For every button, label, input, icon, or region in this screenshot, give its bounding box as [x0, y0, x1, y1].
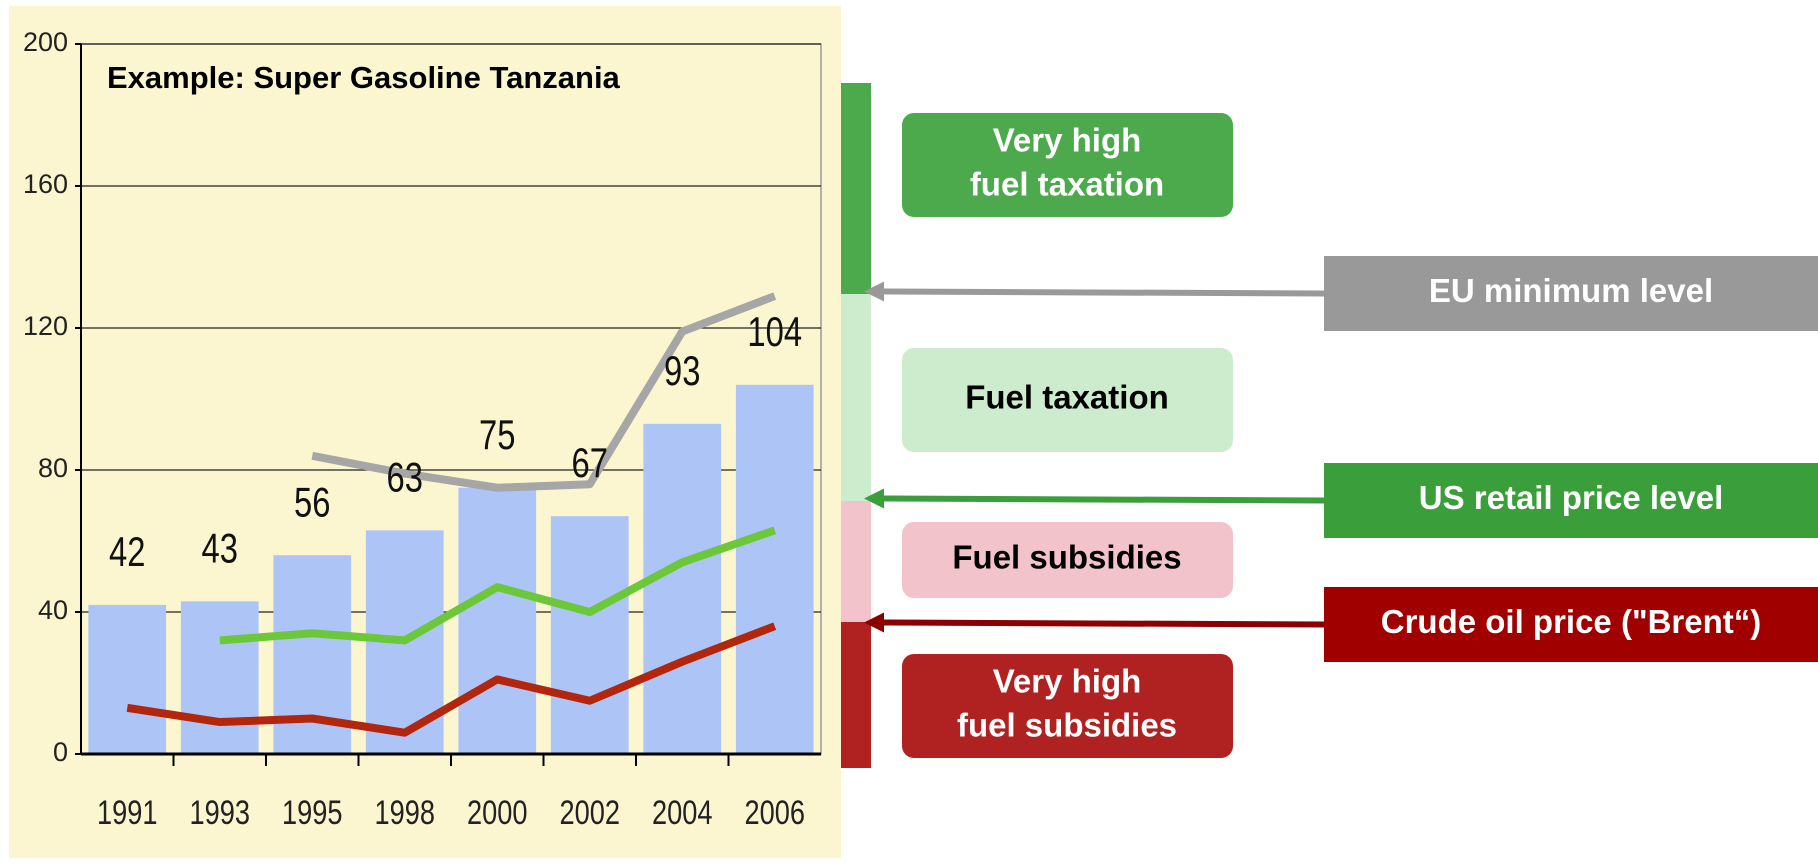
bar	[88, 604, 167, 754]
zone-band	[841, 501, 871, 622]
value-label: 43	[202, 525, 238, 572]
level-box	[1324, 463, 1818, 538]
value-label: 63	[387, 454, 423, 501]
y-tick-label: 80	[38, 453, 68, 483]
value-label: 67	[572, 439, 608, 486]
bar	[180, 601, 259, 754]
bar	[458, 487, 537, 754]
bar	[643, 423, 722, 754]
value-label: 75	[479, 411, 515, 458]
arrow-head	[864, 488, 884, 509]
x-tick-label: 2004	[652, 793, 712, 832]
legend-label: EU minimum level	[1429, 272, 1713, 309]
level-box	[1324, 256, 1818, 331]
zone-band	[841, 83, 871, 294]
zone-label: fuel taxation	[970, 166, 1164, 203]
legend-label: US retail price level	[1419, 479, 1724, 516]
zone-band	[841, 294, 871, 501]
x-tick-label: 1991	[97, 793, 157, 832]
level-box	[1324, 587, 1818, 662]
arrow-head	[864, 612, 884, 633]
zone-box	[902, 654, 1233, 758]
y-tick-label: 40	[38, 595, 68, 625]
zone-label: Very high	[993, 122, 1142, 159]
x-tick-label: 1995	[282, 793, 342, 832]
y-tick-label: 0	[53, 737, 68, 767]
line-series	[311, 292, 777, 492]
level-arrow	[879, 495, 1325, 504]
line-series	[219, 526, 777, 645]
y-tick-label: 200	[23, 27, 68, 57]
chart-title: Example: Super Gasoline Tanzania	[107, 60, 621, 95]
zone-box	[902, 522, 1233, 598]
zone-label: fuel subsidies	[957, 707, 1177, 744]
y-tick-label: 120	[23, 311, 68, 341]
x-tick-label: 2002	[560, 793, 620, 832]
bar	[735, 384, 814, 754]
arrow-head	[864, 281, 884, 302]
zone-label: Fuel taxation	[965, 379, 1169, 416]
bar	[550, 516, 629, 754]
value-label: 56	[294, 478, 330, 525]
level-arrow	[879, 619, 1325, 628]
line-series	[126, 622, 777, 737]
x-tick-label: 1993	[190, 793, 250, 832]
value-label: 42	[109, 528, 145, 575]
zone-band	[841, 622, 871, 768]
zone-box	[902, 113, 1233, 217]
zone-label: Fuel subsidies	[952, 539, 1181, 576]
value-label: 104	[747, 308, 802, 355]
zone-box	[902, 348, 1233, 452]
x-tick-label: 2000	[467, 793, 527, 832]
x-tick-label: 2006	[745, 793, 805, 832]
level-arrow	[879, 288, 1325, 297]
x-tick-label: 1998	[375, 793, 435, 832]
legend-label: Crude oil price ("Brent“)	[1381, 603, 1762, 640]
value-label: 93	[664, 347, 700, 394]
zone-label: Very high	[993, 663, 1142, 700]
y-tick-label: 160	[23, 169, 68, 199]
